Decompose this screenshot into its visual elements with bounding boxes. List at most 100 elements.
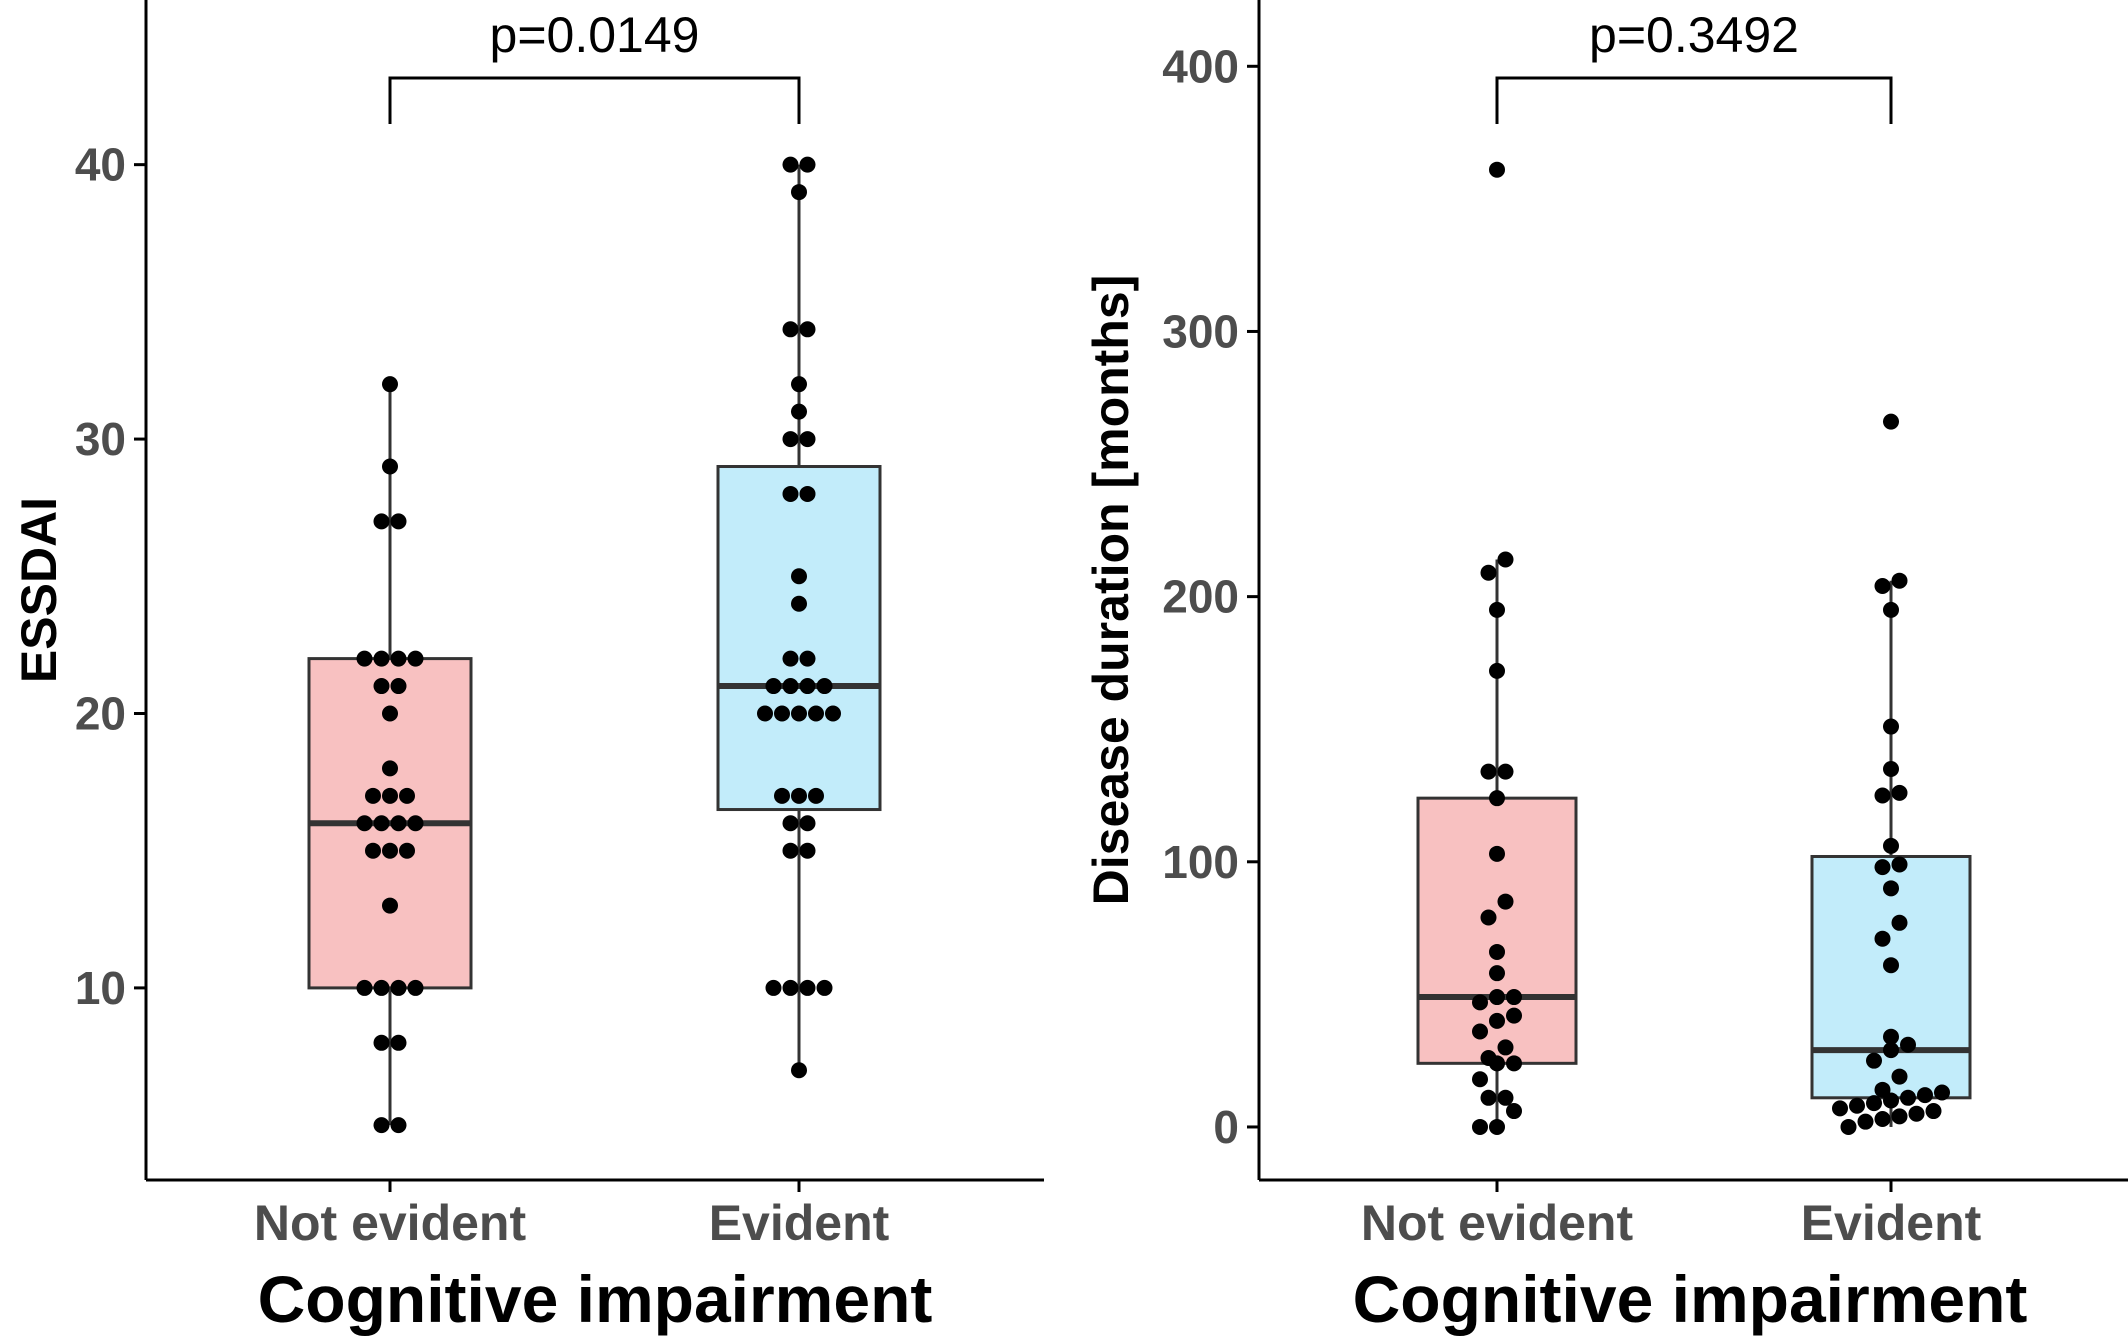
data-point: [1506, 989, 1522, 1006]
data-point: [782, 678, 799, 695]
data-point: [1874, 1081, 1891, 1098]
data-point: [799, 321, 816, 338]
data-point: [782, 485, 799, 502]
data-point: [1497, 893, 1514, 910]
data-point: [1497, 1089, 1514, 1106]
data-point: [1506, 1103, 1522, 1120]
data-point: [799, 842, 816, 859]
data-point: [816, 678, 833, 695]
y-axis-title: Disease duration [months]: [1083, 275, 1139, 906]
y-tick-label: 200: [1162, 571, 1239, 623]
data-point: [808, 787, 824, 804]
data-point: [407, 650, 424, 667]
data-point: [1891, 856, 1908, 873]
data-point: [1883, 760, 1899, 777]
data-point: [825, 705, 841, 722]
data-point: [799, 678, 816, 695]
y-tick-label: 30: [75, 413, 126, 465]
data-point: [382, 760, 398, 777]
data-point: [799, 815, 816, 832]
data-point: [1925, 1103, 1942, 1120]
data-point: [1883, 718, 1899, 735]
data-point: [1874, 578, 1891, 595]
data-point: [1832, 1100, 1848, 1117]
data-point: [373, 815, 390, 832]
data-point: [356, 815, 373, 832]
data-point: [782, 431, 799, 448]
data-point: [1900, 1036, 1916, 1053]
data-point: [782, 979, 799, 996]
data-point: [399, 842, 415, 859]
data-point: [1874, 930, 1891, 947]
data-point: [1866, 1095, 1882, 1112]
data-point: [1506, 1055, 1522, 1072]
data-point: [373, 1117, 390, 1134]
data-point: [1883, 837, 1899, 854]
x-tick-label: Evident: [709, 1195, 890, 1251]
data-point: [1472, 1118, 1488, 1135]
data-point: [1480, 1089, 1497, 1106]
data-point: [373, 1034, 390, 1051]
data-point: [1874, 859, 1891, 876]
p-value-label: p=0.0149: [490, 7, 700, 63]
data-point: [1497, 1039, 1514, 1056]
data-point: [1857, 1113, 1874, 1130]
data-point: [365, 842, 381, 859]
data-point: [1489, 965, 1505, 982]
box-iqr: [716, 465, 882, 812]
data-point: [1883, 957, 1899, 974]
data-point: [1934, 1084, 1950, 1101]
data-point: [791, 403, 807, 420]
data-point: [1883, 413, 1899, 430]
data-point: [1472, 1023, 1488, 1040]
data-point: [399, 787, 415, 804]
data-point: [382, 897, 398, 914]
data-point: [1489, 943, 1505, 960]
data-point: [791, 568, 807, 585]
data-point: [1891, 1068, 1908, 1085]
y-tick-label: 100: [1162, 836, 1239, 888]
data-point: [1883, 880, 1899, 897]
data-point: [1472, 1071, 1488, 1088]
data-point: [390, 650, 407, 667]
data-point: [1891, 784, 1908, 801]
data-point: [365, 787, 381, 804]
data-point: [799, 156, 816, 173]
data-point: [356, 979, 373, 996]
y-tick-label: 40: [75, 139, 126, 191]
data-point: [791, 705, 807, 722]
data-point: [407, 979, 424, 996]
data-point: [1917, 1087, 1933, 1104]
data-point: [791, 1062, 807, 1079]
data-point: [1489, 845, 1505, 862]
data-point: [1489, 601, 1505, 618]
data-point: [791, 595, 807, 612]
x-axis-title: Cognitive impairment: [1353, 1262, 2028, 1336]
data-point: [390, 979, 407, 996]
data-point: [1840, 1118, 1857, 1135]
y-tick-label: 300: [1162, 305, 1239, 357]
data-point: [816, 979, 833, 996]
significance-bracket: [1495, 76, 1893, 124]
data-point: [765, 979, 782, 996]
data-point: [1900, 1089, 1916, 1106]
data-point: [1480, 909, 1497, 926]
data-point: [782, 650, 799, 667]
significance-bracket: [388, 76, 801, 124]
data-point: [382, 458, 398, 475]
data-point: [1874, 787, 1891, 804]
data-point: [382, 705, 398, 722]
data-point: [1497, 763, 1514, 780]
data-point: [373, 678, 390, 695]
y-axis-title: ESSDAI: [11, 497, 67, 683]
data-point: [1480, 564, 1497, 581]
data-point: [356, 650, 373, 667]
data-point: [1489, 989, 1505, 1006]
data-point: [1506, 1007, 1522, 1024]
data-point: [782, 156, 799, 173]
x-tick-label: Not evident: [1361, 1195, 1634, 1251]
p-value-label: p=0.3492: [1589, 7, 1799, 63]
data-point: [373, 650, 390, 667]
panel-disease-duration: 0 100 200 300 400 Not evident Evident Cognitive…: [1083, 0, 2128, 1336]
data-point: [1891, 914, 1908, 931]
